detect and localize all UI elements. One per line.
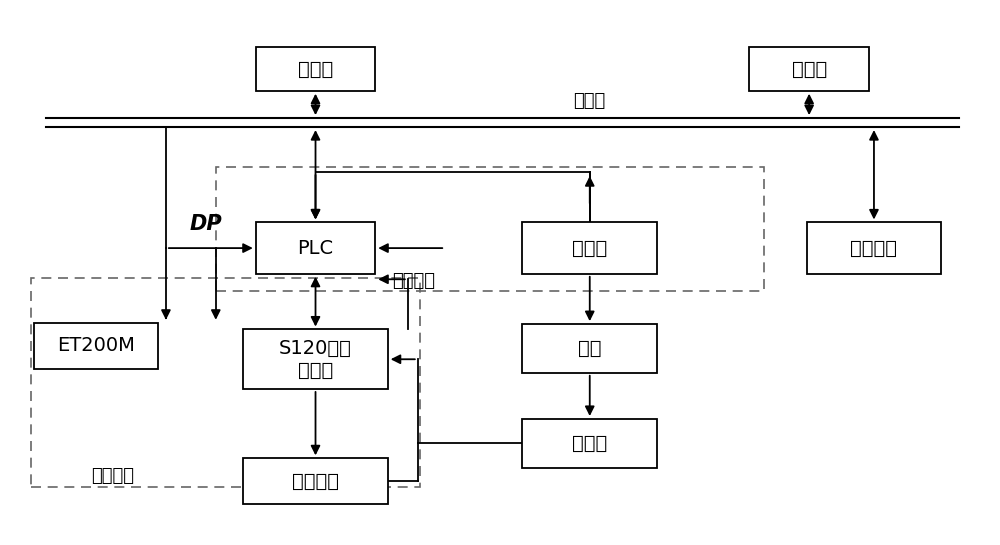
Text: ET200M: ET200M <box>57 336 135 355</box>
Text: 变频器: 变频器 <box>572 239 607 258</box>
Text: 触摸屏: 触摸屏 <box>792 59 827 78</box>
Text: 电机: 电机 <box>578 339 602 358</box>
Bar <box>749 47 869 91</box>
Text: DP: DP <box>190 214 222 234</box>
Bar <box>256 47 375 91</box>
Text: 工控机: 工控机 <box>298 59 333 78</box>
Bar <box>243 458 388 504</box>
Text: 编码器: 编码器 <box>572 434 607 453</box>
Bar <box>807 222 941 274</box>
Text: S120伺服
驱动器: S120伺服 驱动器 <box>279 339 352 380</box>
Bar <box>522 419 657 468</box>
Text: 地面子站: 地面子站 <box>850 239 897 258</box>
Text: 车架主站: 车架主站 <box>392 272 435 290</box>
Text: 以太网: 以太网 <box>574 92 606 110</box>
Bar <box>216 167 764 292</box>
Bar <box>243 329 388 389</box>
Text: PLC: PLC <box>297 239 334 258</box>
Bar <box>522 324 657 373</box>
Bar <box>522 222 657 274</box>
Bar <box>256 222 375 274</box>
Text: 伺服电机: 伺服电机 <box>292 472 339 490</box>
Text: 升降子站: 升降子站 <box>91 467 134 485</box>
Bar <box>34 323 158 369</box>
Bar <box>31 278 420 487</box>
